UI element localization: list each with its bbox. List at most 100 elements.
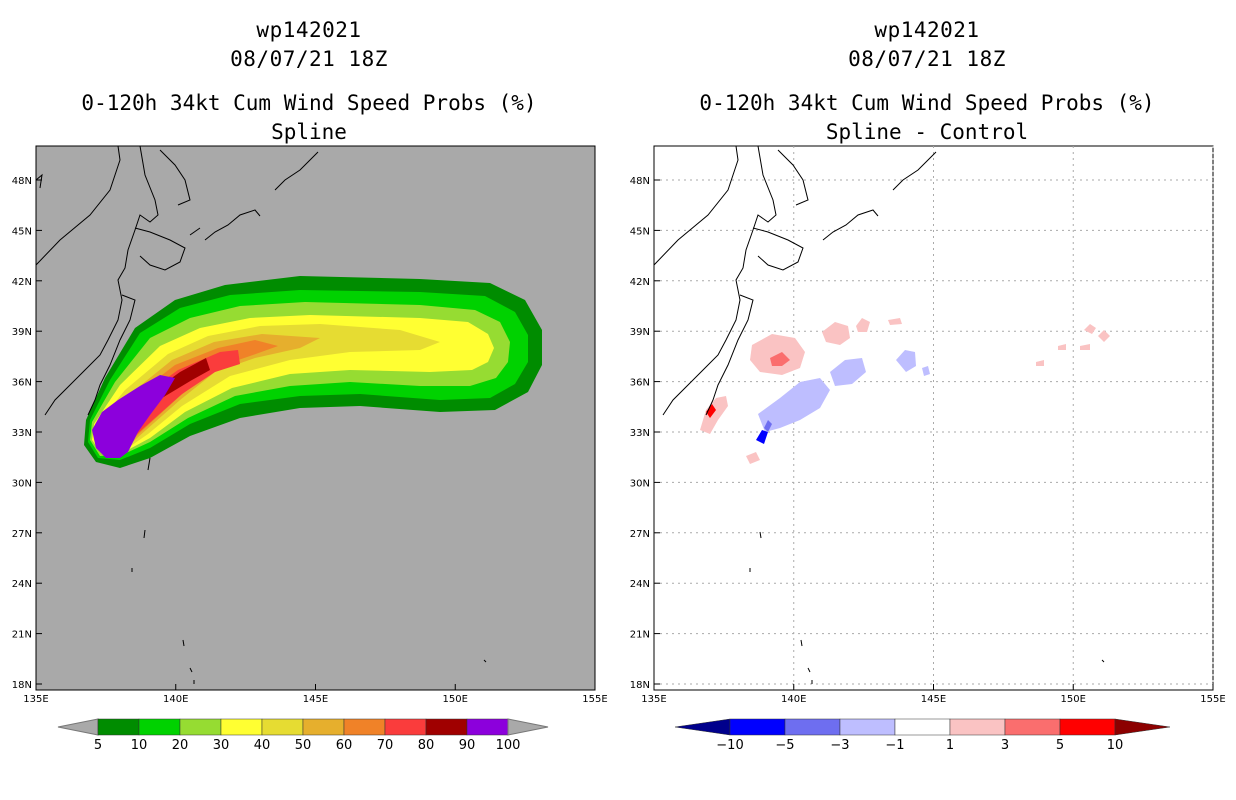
diff-pos-1-h <box>1098 330 1110 342</box>
left-subtitle: 0-120h 34kt Cum Wind Speed Probs (%) Spl… <box>9 89 609 147</box>
diff-pos-5-e <box>706 404 716 418</box>
left-probability-map: 135E140E145E150E155E160E165E170E48N45N42… <box>12 145 608 705</box>
lat-tick-label: 42N <box>630 277 650 288</box>
diff-neg-5-a <box>756 430 768 444</box>
lat-tick-label: 18N <box>12 680 32 691</box>
right-method: Spline - Control <box>825 120 1029 144</box>
right-subtitle: 0-120h 34kt Cum Wind Speed Probs (%) Spl… <box>627 89 1227 147</box>
diff-pos-1-f <box>746 452 760 464</box>
lat-tick-label: 45N <box>630 226 650 237</box>
colorbar-swatch <box>894 718 951 736</box>
diff-pos-1-d <box>888 318 902 325</box>
right-product: 0-120h 34kt Cum Wind Speed Probs (%) <box>699 91 1155 115</box>
colorbar-swatch <box>784 718 841 736</box>
colorbar-label: 40 <box>254 738 271 753</box>
lon-tick-label: 145E <box>303 694 328 705</box>
lat-tick-label: 24N <box>630 579 650 590</box>
colorbar-max-arrow <box>507 718 549 736</box>
diff-pos-1-k <box>1080 344 1090 350</box>
colorbar-min-arrow <box>674 718 731 736</box>
lat-tick-label: 45N <box>12 226 32 237</box>
colorbar-swatch <box>729 718 786 736</box>
colorbar-swatch <box>1004 718 1061 736</box>
colorbar-swatch <box>138 718 181 736</box>
lat-tick-label: 36N <box>12 378 32 389</box>
lon-tick-label: 145E <box>921 694 946 705</box>
colorbar-swatch <box>384 718 427 736</box>
lat-tick-label: 18N <box>630 680 650 691</box>
right-axes: 135E140E145E150E155E160E165E170E48N45N42… <box>630 176 1226 705</box>
colorbar-label: 5 <box>1056 738 1064 753</box>
right-difference-contours <box>700 318 1110 464</box>
colorbar-label: 100 <box>496 738 521 753</box>
colorbar-label: 10 <box>1107 738 1124 753</box>
lat-tick-label: 39N <box>630 327 650 338</box>
lon-tick-label: 150E <box>1061 694 1086 705</box>
left-probability-contours <box>84 276 542 468</box>
left-coastlines <box>35 145 487 684</box>
colorbar-swatch <box>425 718 468 736</box>
lat-tick-label: 21N <box>12 630 32 641</box>
diff-neg-1-d <box>922 366 930 376</box>
lon-tick-label: 140E <box>781 694 806 705</box>
diff-neg-1-b <box>830 358 866 386</box>
lat-tick-label: 30N <box>630 478 650 489</box>
diff-neg-1-a <box>758 378 830 432</box>
colorbar-swatch <box>343 718 386 736</box>
left-title: wp142021 08/07/21 18Z <box>9 16 609 74</box>
colorbar-label: 5 <box>94 738 102 753</box>
right-colorbar: −10 −5 −3 −1 1 3 5 10 <box>674 718 1171 753</box>
colorbar-label: 80 <box>418 738 435 753</box>
lat-tick-label: 33N <box>630 428 650 439</box>
colorbar-label: 10 <box>131 738 148 753</box>
left-datetime: 08/07/21 18Z <box>230 47 388 71</box>
right-datetime: 08/07/21 18Z <box>848 47 1006 71</box>
diff-neg-3-a <box>764 420 772 432</box>
left-colorbar: 5 10 20 30 40 50 60 70 80 90 100 <box>57 718 549 753</box>
contour-90-100 <box>92 375 175 458</box>
lat-tick-label: 33N <box>12 428 32 439</box>
colorbar-label: −5 <box>775 738 794 753</box>
contour-40 <box>94 324 440 452</box>
left-method: Spline <box>271 120 347 144</box>
lon-tick-label: 135E <box>641 694 666 705</box>
lat-tick-label: 48N <box>630 176 650 187</box>
lat-tick-label: 24N <box>12 579 32 590</box>
colorbar-label: −1 <box>885 738 904 753</box>
lat-tick-label: 48N <box>12 176 32 187</box>
colorbar-label: 70 <box>377 738 394 753</box>
colorbar-swatch <box>466 718 509 736</box>
colorbar-swatch <box>261 718 304 736</box>
colorbar-swatch <box>220 718 263 736</box>
colorbar-min-arrow <box>57 718 99 736</box>
diff-pos-1-b <box>822 322 850 345</box>
right-coastlines <box>653 145 1105 684</box>
lat-tick-label: 39N <box>12 327 32 338</box>
diff-neg-1-c <box>896 350 916 372</box>
lat-tick-label: 27N <box>12 529 32 540</box>
diff-pos-1-j <box>1036 360 1044 366</box>
lon-tick-label: 140E <box>163 694 188 705</box>
right-title: wp142021 08/07/21 18Z <box>627 16 1227 74</box>
diff-pos-1-i <box>1058 344 1066 350</box>
diff-pos-1-g <box>1084 324 1096 334</box>
colorbar-label: 3 <box>1001 738 1009 753</box>
colorbar-max-arrow <box>1114 718 1171 736</box>
colorbar-swatch <box>839 718 896 736</box>
colorbar-label: 50 <box>295 738 312 753</box>
colorbar-swatch <box>97 718 140 736</box>
colorbar-swatch <box>1059 718 1116 736</box>
colorbar-label: −10 <box>716 738 743 753</box>
left-storm-id: wp142021 <box>256 18 362 42</box>
colorbar-swatch <box>302 718 345 736</box>
lat-tick-label: 27N <box>630 529 650 540</box>
lat-tick-label: 30N <box>12 478 32 489</box>
colorbar-label: −3 <box>830 738 849 753</box>
colorbar-label: 30 <box>213 738 230 753</box>
colorbar-label: 90 <box>459 738 476 753</box>
lon-tick-label: 150E <box>443 694 468 705</box>
right-difference-map: 135E140E145E150E155E160E165E170E48N45N42… <box>630 145 1226 705</box>
colorbar-swatch <box>179 718 222 736</box>
colorbar-label: 60 <box>336 738 353 753</box>
right-storm-id: wp142021 <box>874 18 980 42</box>
